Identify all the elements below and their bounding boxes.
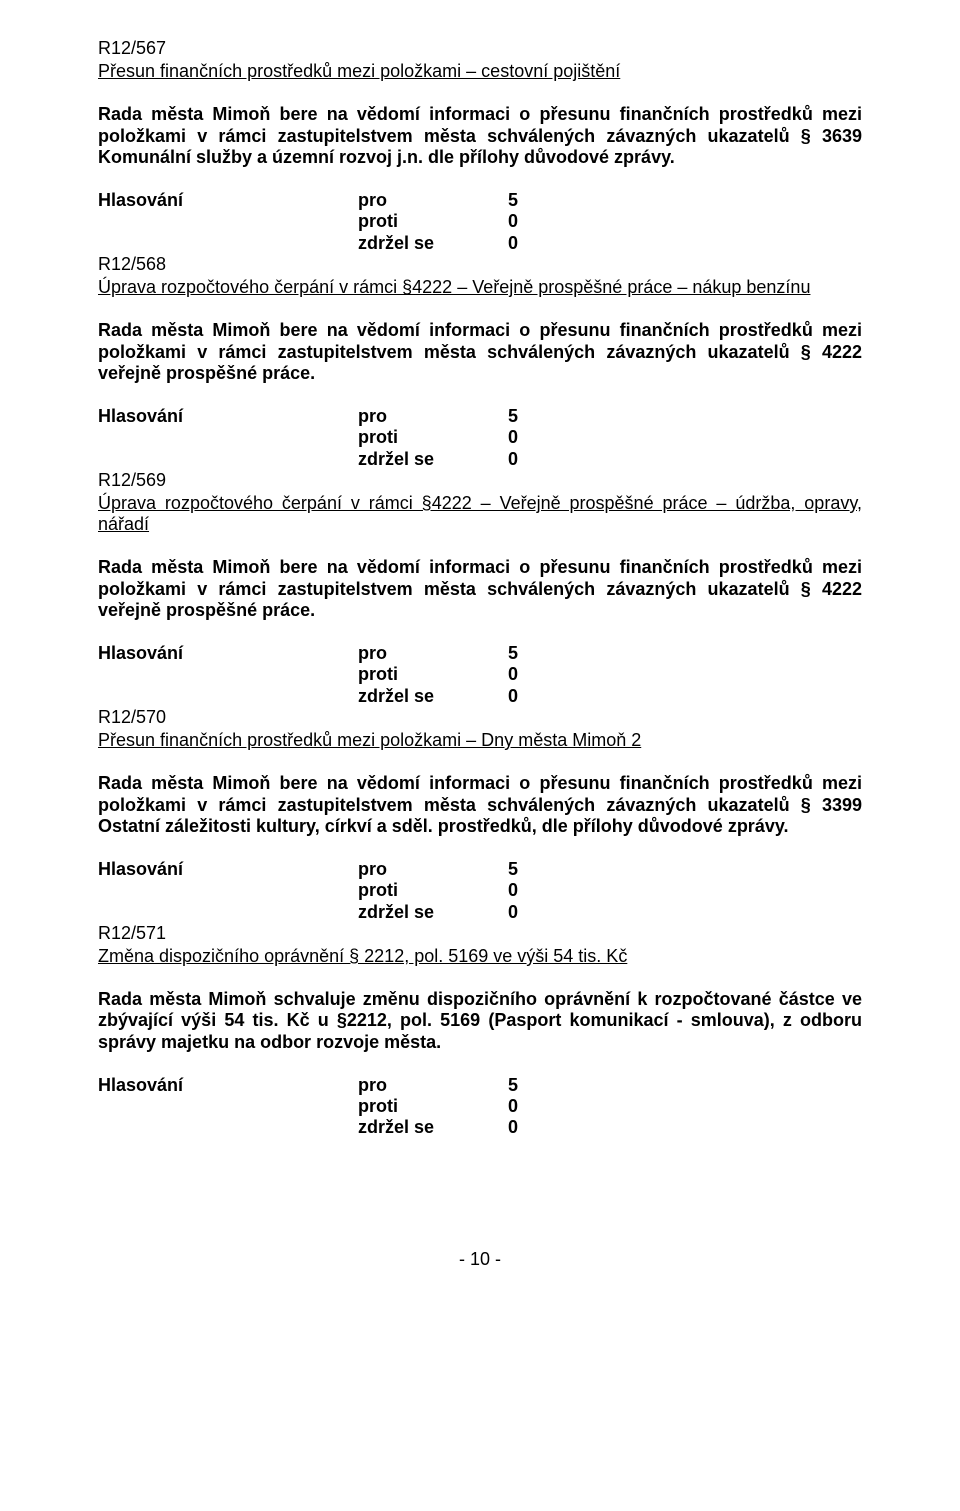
vote-label: Hlasování [98, 406, 358, 427]
section-title: Změna dispozičního oprávnění § 2212, pol… [98, 946, 862, 967]
vote-proti-value: 0 [508, 1096, 548, 1117]
vote-zdrzel-label: zdržel se [358, 686, 508, 707]
page-number: - 10 - [98, 1249, 862, 1270]
vote-zdrzel-value: 0 [508, 902, 548, 923]
vote-zdrzel-value: 0 [508, 449, 548, 470]
vote-block: Hlasování pro 5 proti 0 zdržel se 0 [98, 859, 862, 923]
section-ref: R12/569 [98, 470, 862, 491]
vote-zdrzel-label: zdržel se [358, 233, 508, 254]
vote-zdrzel-label: zdržel se [358, 1117, 508, 1138]
vote-pro-label: pro [358, 406, 508, 427]
vote-label: Hlasování [98, 859, 358, 880]
section-title: Přesun finančních prostředků mezi položk… [98, 61, 862, 82]
vote-block: Hlasování pro 5 proti 0 zdržel se 0 [98, 643, 862, 707]
section-title: Úprava rozpočtového čerpání v rámci §422… [98, 493, 862, 535]
vote-pro-label: pro [358, 190, 508, 211]
vote-block: Hlasování pro 5 proti 0 zdržel se 0 [98, 406, 862, 470]
section-para: Rada města Mimoň bere na vědomí informac… [98, 773, 862, 837]
vote-zdrzel-value: 0 [508, 233, 548, 254]
vote-proti-value: 0 [508, 211, 548, 232]
vote-proti-value: 0 [508, 664, 548, 685]
section-ref: R12/570 [98, 707, 862, 728]
vote-zdrzel-value: 0 [508, 1117, 548, 1138]
vote-proti-value: 0 [508, 427, 548, 448]
vote-pro-value: 5 [508, 406, 548, 427]
vote-pro-label: pro [358, 643, 508, 664]
vote-label: Hlasování [98, 643, 358, 664]
vote-pro-value: 5 [508, 1075, 548, 1096]
vote-pro-label: pro [358, 859, 508, 880]
section-para: Rada města Mimoň schvaluje změnu dispozi… [98, 989, 862, 1053]
vote-block: Hlasování pro 5 proti 0 zdržel se 0 [98, 1075, 862, 1139]
vote-zdrzel-value: 0 [508, 686, 548, 707]
section-para: Rada města Mimoň bere na vědomí informac… [98, 320, 862, 384]
section-para: Rada města Mimoň bere na vědomí informac… [98, 557, 862, 621]
section-title: Úprava rozpočtového čerpání v rámci §422… [98, 277, 862, 298]
section-ref: R12/571 [98, 923, 862, 944]
section-ref: R12/568 [98, 254, 862, 275]
vote-zdrzel-label: zdržel se [358, 449, 508, 470]
vote-proti-label: proti [358, 664, 508, 685]
section-ref: R12/567 [98, 38, 862, 59]
vote-pro-label: pro [358, 1075, 508, 1096]
vote-proti-label: proti [358, 427, 508, 448]
vote-proti-label: proti [358, 211, 508, 232]
vote-zdrzel-label: zdržel se [358, 902, 508, 923]
vote-proti-label: proti [358, 1096, 508, 1117]
vote-proti-value: 0 [508, 880, 548, 901]
vote-pro-value: 5 [508, 190, 548, 211]
vote-label: Hlasování [98, 190, 358, 211]
section-title: Přesun finančních prostředků mezi položk… [98, 730, 862, 751]
section-para: Rada města Mimoň bere na vědomí informac… [98, 104, 862, 168]
vote-pro-value: 5 [508, 859, 548, 880]
vote-block: Hlasování pro 5 proti 0 zdržel se 0 [98, 190, 862, 254]
vote-pro-value: 5 [508, 643, 548, 664]
vote-proti-label: proti [358, 880, 508, 901]
vote-label: Hlasování [98, 1075, 358, 1096]
